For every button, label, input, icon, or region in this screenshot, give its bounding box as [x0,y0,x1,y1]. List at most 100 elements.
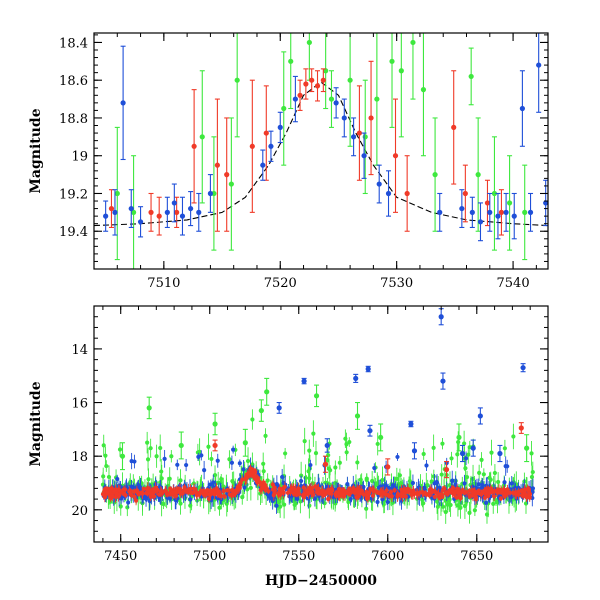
data-point-blue [196,192,202,232]
data-point-green [492,464,497,482]
data-point-green [283,447,288,459]
outlier-point-red [322,455,329,473]
data-point-green [306,33,312,81]
outlier-point-blue [438,308,444,326]
data-point-blue [361,132,367,179]
data-point-blue [137,206,144,238]
data-point-green [302,427,307,455]
data-point-red [526,485,531,493]
data-point-blue [132,454,137,469]
data-point-green [265,473,270,488]
data-point-blue [519,70,525,147]
data-point-green [529,465,535,489]
data-point-green [347,437,352,447]
top-x-tick-label: 7510 [147,276,180,291]
bottom-x-tick-label: 7550 [282,549,315,564]
data-point-green [489,439,494,466]
outlier-point-blue [365,365,371,373]
data-point-red [495,489,500,496]
data-point-green [511,423,516,450]
data-point-blue [459,189,465,229]
data-point-red [347,491,352,497]
data-point-green [472,504,477,517]
data-point-red [201,491,207,499]
data-point-green [103,446,108,465]
data-point-green [439,464,444,485]
data-point-red [249,79,255,213]
data-point-green [292,499,297,510]
data-point-green [440,437,445,450]
data-point-red [188,484,193,494]
data-point-red [498,495,504,502]
data-point-red [224,117,230,232]
data-point-red [309,485,314,498]
outlier-point-green [313,384,320,408]
data-point-red [114,491,120,497]
data-point-blue [495,192,501,240]
data-point-red [519,488,524,494]
data-point-red [462,164,468,223]
data-point-blue [136,479,141,491]
outlier-point-blue [301,377,307,385]
outlier-point-green [264,377,270,406]
data-point-red [520,492,525,499]
data-point-blue [292,75,298,123]
data-point-red [513,488,518,500]
data-point-red [222,493,227,500]
data-point-green [154,444,159,468]
data-point-green [206,433,211,460]
data-point-red [277,483,282,494]
data-point-green [364,473,369,485]
data-point-green [117,442,123,457]
data-point-green [311,420,316,447]
outlier-point-red [212,439,218,452]
data-point-red [432,494,437,500]
data-point-red [168,486,173,491]
outlier-point-green [456,423,462,452]
data-point-green [337,455,342,470]
data-point-red [334,492,339,500]
data-point-red [442,485,447,492]
data-point-blue [207,174,214,213]
data-point-red [132,492,137,501]
data-point-red [173,487,178,498]
bottom-panel-full: 7450 7500 7550 7600 7650 14 16 18 20 Magnitude H… [28,305,549,589]
data-point-red [467,488,472,493]
data-point-blue [333,87,339,119]
data-point-green [479,452,484,468]
data-point-red [356,85,363,181]
data-point-blue [112,189,118,236]
outlier-point-blue [459,444,466,463]
data-point-red [197,490,202,499]
data-point-red [392,98,399,213]
data-point-red [341,491,346,497]
data-point-red [454,495,460,500]
data-point-green [209,451,214,467]
bottom-axis-ticks: 7450 7500 7550 7600 7650 14 16 18 20 [71,305,549,564]
data-point-red [356,489,361,496]
data-point-red [258,485,263,495]
data-point-blue [171,183,177,223]
data-point-green [506,155,513,251]
top-y-tick-label: 18.6 [59,74,88,89]
data-point-red [151,491,157,502]
data-point-blue [120,45,126,161]
data-point-green [431,434,436,462]
data-point-green [148,438,153,458]
data-point-red [326,495,331,503]
data-point-green [344,443,349,461]
data-point-red [377,489,383,498]
outlier-point-green [178,431,184,460]
top-x-tick-label: 7540 [497,276,530,291]
data-point-red [167,489,172,497]
data-point-red [178,490,183,496]
data-point-green [261,462,266,481]
data-point-green [456,431,461,453]
data-point-red [424,491,429,498]
bottom-y-axis-label: Magnitude [28,381,44,466]
data-point-red [214,98,220,232]
data-point-red [145,486,150,493]
data-point-red [431,488,436,494]
data-point-blue [215,453,220,468]
data-point-red [415,489,420,500]
